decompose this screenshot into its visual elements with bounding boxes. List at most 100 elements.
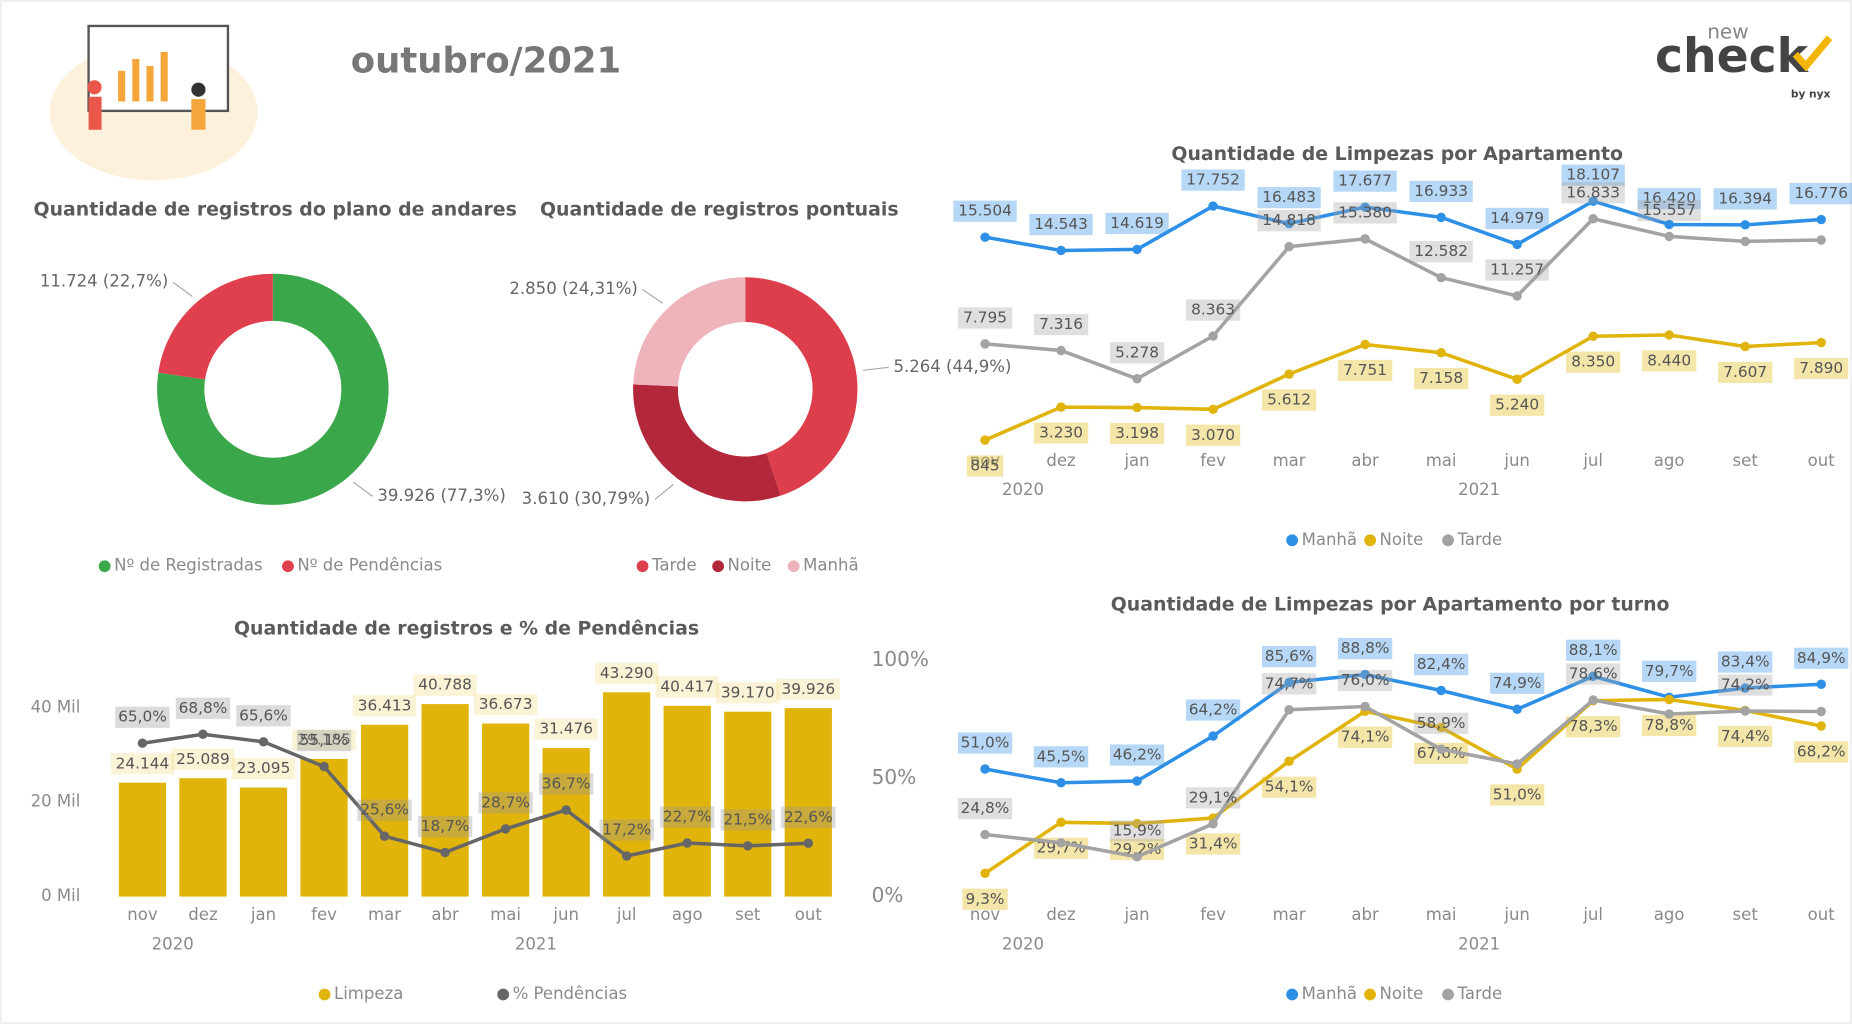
- data-label: 24,8%: [961, 799, 1010, 817]
- y2-tick-label: 0%: [872, 883, 904, 907]
- data-label: 16.394: [1718, 189, 1772, 207]
- data-label: 7.316: [1039, 315, 1083, 333]
- data-label: 25,6%: [360, 801, 409, 819]
- line-marker: [980, 435, 989, 444]
- x-tick-label: jun: [1503, 905, 1530, 924]
- line-marker: [380, 831, 389, 840]
- page-title: outubro/2021: [351, 41, 621, 82]
- data-label: 88,8%: [1341, 639, 1390, 657]
- logo-byline: by nyx: [1791, 87, 1831, 100]
- data-label: 16.833: [1566, 183, 1620, 201]
- data-label: 14.979: [1490, 209, 1544, 227]
- legend-label: Limpeza: [334, 984, 403, 1003]
- line-marker: [1740, 706, 1749, 715]
- x-group-label: 2021: [1458, 934, 1500, 953]
- line-marker: [1664, 232, 1673, 241]
- legend-label: Tarde: [1456, 984, 1502, 1003]
- x-tick-label: set: [735, 905, 761, 924]
- x-tick-label: fev: [1200, 905, 1226, 924]
- x-tick-label: abr: [1351, 905, 1379, 924]
- legend-label: Tarde: [1456, 530, 1502, 549]
- data-label: 39.926: [781, 680, 835, 698]
- data-label: 74,2%: [1721, 676, 1770, 694]
- y-tick-label: 40 Mil: [31, 697, 81, 716]
- data-label: 31.476: [539, 720, 593, 738]
- data-label: 17,2%: [602, 821, 651, 839]
- illustration-board: [89, 26, 228, 111]
- data-label: 46,2%: [1113, 746, 1162, 764]
- y-tick-label: 0 Mil: [41, 886, 80, 905]
- data-label: 45,5%: [1037, 747, 1086, 765]
- line-marker: [259, 737, 268, 746]
- line-marker: [1816, 215, 1825, 224]
- line-marker: [1056, 838, 1065, 847]
- line-marker: [980, 830, 989, 839]
- data-label: 3.198: [1115, 424, 1159, 442]
- line-marker: [1208, 201, 1217, 210]
- line-marker: [1436, 745, 1445, 754]
- data-label: 74,1%: [1341, 728, 1390, 746]
- data-label: 7.158: [1419, 369, 1463, 387]
- x-tick-label: jan: [1123, 905, 1149, 924]
- x-tick-label: set: [1733, 451, 1759, 470]
- line-marker: [980, 232, 989, 241]
- x-tick-label: jul: [616, 905, 637, 924]
- data-label: 14.619: [1110, 214, 1164, 232]
- data-label: 11.724 (22,7%): [40, 272, 168, 291]
- legend-swatch: [1364, 534, 1376, 546]
- line-marker: [1360, 702, 1369, 711]
- legend-swatch: [99, 560, 111, 572]
- line-marker: [1360, 234, 1369, 243]
- data-label: 12.582: [1414, 242, 1468, 260]
- line-marker: [1816, 707, 1825, 716]
- line-marker: [1056, 246, 1065, 255]
- data-label: 39.926 (77,3%): [377, 486, 505, 505]
- line-marker: [1588, 695, 1597, 704]
- legend-label: % Pendências: [513, 984, 628, 1003]
- x-tick-label: mai: [1426, 905, 1457, 924]
- bar: [240, 788, 287, 897]
- line-marker: [1132, 403, 1141, 412]
- data-label: 36,7%: [542, 775, 591, 793]
- data-label: 31,4%: [1189, 835, 1238, 853]
- data-label: 14.543: [1034, 215, 1088, 233]
- data-label: 7.751: [1343, 361, 1387, 379]
- x-tick-label: ago: [1654, 905, 1685, 924]
- data-label: 54,1%: [1265, 778, 1314, 796]
- line-marker: [980, 339, 989, 348]
- data-label: 51,0%: [1493, 785, 1542, 803]
- chart-title: Quantidade de registros e % de Pendência…: [234, 617, 699, 639]
- x-tick-label: mar: [368, 905, 401, 924]
- data-label: 65,6%: [239, 706, 288, 724]
- line-marker: [1664, 220, 1673, 229]
- bar: [179, 778, 226, 896]
- data-label: 58,9%: [1417, 714, 1466, 732]
- x-tick-label: ago: [672, 905, 703, 924]
- line-marker: [804, 839, 813, 848]
- data-label: 79,7%: [1645, 662, 1694, 680]
- line-marker: [1588, 331, 1597, 340]
- line-marker: [622, 851, 631, 860]
- page: outubro/2021 new check by nyx Quantidade…: [0, 0, 1852, 1024]
- line-marker: [682, 838, 691, 847]
- x-group-label: 2021: [515, 934, 557, 953]
- line-marker: [1284, 705, 1293, 714]
- x-tick-label: dez: [188, 905, 217, 924]
- data-label: 15.557: [1642, 201, 1696, 219]
- data-label: 2.850 (24,31%): [509, 279, 637, 298]
- x-tick-label: out: [795, 905, 823, 924]
- line-marker: [138, 738, 147, 747]
- x-group-label: 2020: [1002, 934, 1044, 953]
- x-tick-label: jan: [250, 905, 276, 924]
- data-label: 3.070: [1191, 426, 1235, 444]
- x-tick-label: ago: [1654, 451, 1685, 470]
- line-marker: [1512, 240, 1521, 249]
- x-tick-label: mar: [1273, 451, 1306, 470]
- bar: [603, 692, 650, 896]
- x-tick-label: mar: [1273, 905, 1306, 924]
- data-label: 40.417: [660, 677, 714, 695]
- data-label: 68,8%: [179, 699, 228, 717]
- x-group-label: 2021: [1458, 480, 1500, 499]
- line-marker: [319, 762, 328, 771]
- line-marker: [1056, 818, 1065, 827]
